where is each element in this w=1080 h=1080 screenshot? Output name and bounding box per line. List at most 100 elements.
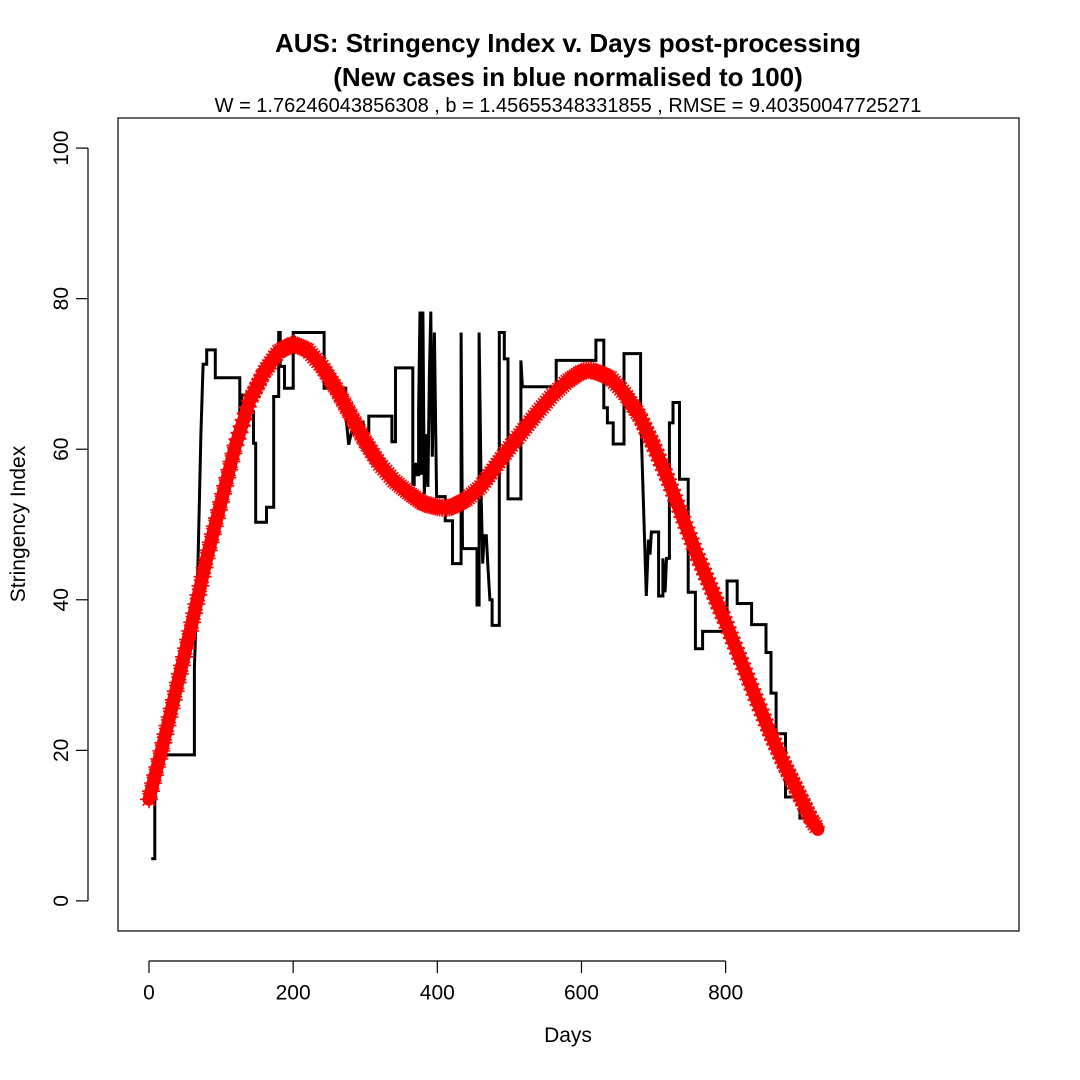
fitted-point-marker (335, 395, 354, 414)
fitted-point-marker (593, 365, 612, 384)
fitted-point-marker (284, 334, 303, 353)
fitted-point-marker (751, 700, 770, 719)
fitted-point-marker (158, 716, 177, 735)
fitted-point-marker (286, 335, 305, 354)
fitted-point-marker (704, 584, 723, 603)
y-axis-label: Stringency Index (7, 445, 30, 602)
fitted-point-marker (675, 513, 694, 532)
y-tick-label: 20 (50, 739, 73, 762)
fitted-point-marker (224, 444, 243, 463)
fitted-point-marker (191, 576, 210, 595)
fitted-point-marker (139, 790, 158, 809)
fitted-point-marker (341, 406, 360, 425)
y-tick-label: 80 (50, 287, 73, 310)
fitted-point-marker (745, 685, 764, 704)
fitted-point-marker (757, 715, 776, 734)
fitted-point-marker (591, 364, 610, 383)
fitted-point-marker (350, 421, 369, 440)
x-tick-label: 800 (708, 981, 743, 1004)
fitted-point-marker (228, 430, 247, 449)
fitted-point-marker (179, 630, 198, 649)
fitted-point-marker (212, 492, 231, 511)
fitted-point-marker (597, 366, 616, 385)
fitted-point-marker (801, 807, 820, 826)
fitted-point-marker (665, 486, 684, 505)
fitted-point-marker (352, 425, 371, 444)
fitted-point-marker (778, 761, 797, 780)
fitted-point-marker (770, 744, 789, 763)
fitted-point-marker (634, 414, 653, 433)
fitted-point-marker (733, 654, 752, 673)
fitted-point-marker (201, 533, 220, 552)
fitted-point-marker (323, 373, 342, 392)
fitted-point-marker (232, 417, 251, 436)
fitted-point-marker (640, 427, 659, 446)
fitted-point-marker (205, 517, 224, 536)
fitted-point-marker (669, 497, 688, 516)
chart-title-line2: (New cases in blue normalised to 100) (333, 62, 803, 92)
fitted-point-marker (364, 445, 383, 464)
fitted-point-marker (347, 417, 366, 436)
fitted-point-marker (354, 428, 373, 447)
fitted-point-marker (714, 608, 733, 627)
fitted-point-marker (586, 362, 605, 381)
fitted-point-marker (222, 452, 241, 471)
fitted-point-marker (290, 337, 309, 356)
fitted-point-marker (312, 357, 331, 376)
fitted-point-marker (782, 770, 801, 789)
fitted-point-marker (630, 406, 649, 425)
fitted-point-marker (164, 690, 183, 709)
fitted-point-marker (214, 484, 233, 503)
fitted-point-marker (780, 765, 799, 784)
fitted-point-marker (761, 725, 780, 744)
fitted-point-marker (251, 370, 270, 389)
fitted-point-marker (638, 423, 657, 442)
fitted-point-marker (197, 549, 216, 568)
fitted-point-marker (142, 782, 161, 801)
fitted-point-marker (366, 448, 385, 467)
fitted-point-marker (195, 558, 214, 577)
fitted-point-marker (790, 786, 809, 805)
fitted-point-marker (772, 748, 791, 767)
fitted-point-marker (799, 803, 818, 822)
fitted-point-marker (693, 560, 712, 579)
fitted-point-marker (177, 639, 196, 658)
fitted-point-marker (193, 567, 212, 586)
fitted-point-marker (253, 366, 272, 385)
fitted-point-marker (724, 634, 743, 653)
fitted-point-marker (595, 366, 614, 385)
fitted-point-marker (146, 766, 165, 785)
fitted-point-marker (339, 402, 358, 421)
fitted-point-marker (728, 644, 747, 663)
fitted-point-marker (175, 647, 194, 666)
fitted-point-marker (702, 579, 721, 598)
plot-frame (117, 117, 1020, 932)
fitted-point-marker (588, 363, 607, 382)
fitted-point-marker (755, 710, 774, 729)
fitted-point-marker (764, 730, 783, 749)
fitted-point-marker (333, 391, 352, 410)
x-axis-label: Days (544, 1024, 592, 1047)
fitted-point-marker (671, 502, 690, 521)
fitted-point-marker (792, 791, 811, 810)
fitted-point-marker (786, 778, 805, 797)
fitted-point-marker (315, 360, 334, 379)
fitted-point-marker (337, 398, 356, 417)
fitted-point-marker (207, 509, 226, 528)
fitted-point-marker (654, 460, 673, 479)
fitted-point-marker (358, 435, 377, 454)
fitted-point-marker (739, 670, 758, 689)
fitted-point-marker (698, 569, 717, 588)
fitted-point-marker (712, 603, 731, 622)
fitted-point-marker (681, 529, 700, 548)
fitted-point-marker (766, 734, 785, 753)
fitted-curve-markers (139, 334, 825, 836)
fitted-point-marker (718, 618, 737, 637)
fitted-point-marker (168, 673, 187, 692)
fitted-point-marker (691, 555, 710, 574)
y-axis: 0 20 40 60 80 100 (50, 131, 89, 907)
fitted-point-marker (292, 338, 311, 357)
fitted-point-marker (238, 397, 257, 416)
fitted-point-marker (735, 659, 754, 678)
